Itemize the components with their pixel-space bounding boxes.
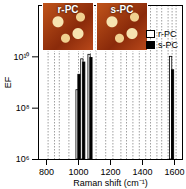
svg-text:EF: EF bbox=[3, 76, 13, 88]
svg-text:Raman shift (cm⁻¹): Raman shift (cm⁻¹) bbox=[73, 178, 148, 188]
svg-text:1000: 1000 bbox=[68, 167, 88, 177]
html-text:r-PC: r-PC bbox=[158, 28, 177, 39]
svg-text:1600: 1600 bbox=[164, 167, 184, 177]
svg-text:10⁶: 10⁶ bbox=[16, 154, 30, 164]
svg-text:1200: 1200 bbox=[100, 167, 120, 177]
svg-text:800: 800 bbox=[39, 167, 54, 177]
svg-text:1400: 1400 bbox=[132, 167, 152, 177]
svg-text:10¹⁰: 10¹⁰ bbox=[13, 52, 29, 62]
svg-text:10⁸: 10⁸ bbox=[16, 103, 30, 113]
html-text:r-PC: r-PC bbox=[57, 4, 79, 15]
html-text:s-PC: s-PC bbox=[110, 4, 134, 15]
html-text:s-PC: s-PC bbox=[158, 39, 178, 50]
